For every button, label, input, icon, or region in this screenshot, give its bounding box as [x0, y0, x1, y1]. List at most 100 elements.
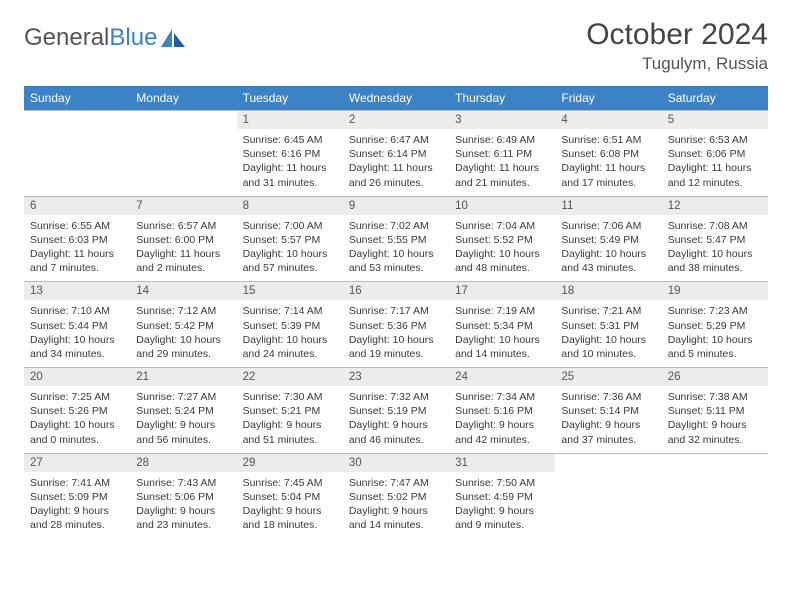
sunrise-line: Sunrise: 7:08 AM: [668, 219, 762, 233]
sunrise-line: Sunrise: 7:02 AM: [349, 219, 443, 233]
day-content-cell: Sunrise: 7:17 AMSunset: 5:36 PMDaylight:…: [343, 300, 449, 367]
day-content-row: Sunrise: 7:10 AMSunset: 5:44 PMDaylight:…: [24, 300, 768, 367]
header: GeneralBlue October 2024 Tugulym, Russia: [24, 18, 768, 74]
day-number-cell: 8: [237, 196, 343, 215]
day-content-cell: Sunrise: 7:00 AMSunset: 5:57 PMDaylight:…: [237, 215, 343, 282]
day-number-cell: 22: [237, 368, 343, 387]
daylight-line: Daylight: 9 hours and 46 minutes.: [349, 418, 443, 446]
sunset-line: Sunset: 5:29 PM: [668, 319, 762, 333]
day-number-cell: 17: [449, 282, 555, 301]
day-number-cell: 23: [343, 368, 449, 387]
day-content-cell: Sunrise: 7:38 AMSunset: 5:11 PMDaylight:…: [662, 386, 768, 453]
day-number-cell: 27: [24, 453, 130, 472]
sunset-line: Sunset: 5:44 PM: [30, 319, 124, 333]
brand-part2: Blue: [109, 24, 157, 51]
day-content-cell: Sunrise: 7:14 AMSunset: 5:39 PMDaylight:…: [237, 300, 343, 367]
sunset-line: Sunset: 5:31 PM: [561, 319, 655, 333]
day-number-cell: 19: [662, 282, 768, 301]
sunrise-line: Sunrise: 7:14 AM: [243, 304, 337, 318]
sail-icon: [161, 29, 185, 47]
day-number-row: 6789101112: [24, 196, 768, 215]
day-content-cell: Sunrise: 7:25 AMSunset: 5:26 PMDaylight:…: [24, 386, 130, 453]
daylight-line: Daylight: 9 hours and 56 minutes.: [136, 418, 230, 446]
day-number-cell: 6: [24, 196, 130, 215]
day-content-cell: Sunrise: 7:12 AMSunset: 5:42 PMDaylight:…: [130, 300, 236, 367]
day-content-row: Sunrise: 6:55 AMSunset: 6:03 PMDaylight:…: [24, 215, 768, 282]
day-number-cell: 1: [237, 111, 343, 130]
sunset-line: Sunset: 5:06 PM: [136, 490, 230, 504]
day-content-cell: [662, 472, 768, 539]
daylight-line: Daylight: 10 hours and 43 minutes.: [561, 247, 655, 275]
day-number-cell: 24: [449, 368, 555, 387]
day-number-cell: [555, 453, 661, 472]
daylight-line: Daylight: 9 hours and 37 minutes.: [561, 418, 655, 446]
day-number-row: 12345: [24, 111, 768, 130]
day-number-cell: 9: [343, 196, 449, 215]
day-content-row: Sunrise: 7:41 AMSunset: 5:09 PMDaylight:…: [24, 472, 768, 539]
day-content-row: Sunrise: 7:25 AMSunset: 5:26 PMDaylight:…: [24, 386, 768, 453]
sunrise-line: Sunrise: 7:19 AM: [455, 304, 549, 318]
day-number-cell: 29: [237, 453, 343, 472]
day-number-cell: 12: [662, 196, 768, 215]
sunrise-line: Sunrise: 7:38 AM: [668, 390, 762, 404]
day-content-cell: Sunrise: 7:08 AMSunset: 5:47 PMDaylight:…: [662, 215, 768, 282]
location: Tugulym, Russia: [586, 54, 768, 74]
daylight-line: Daylight: 10 hours and 10 minutes.: [561, 333, 655, 361]
brand-logo: GeneralBlue: [24, 18, 185, 52]
day-number-cell: 25: [555, 368, 661, 387]
day-content-cell: Sunrise: 7:19 AMSunset: 5:34 PMDaylight:…: [449, 300, 555, 367]
sunset-line: Sunset: 5:34 PM: [455, 319, 549, 333]
day-number-cell: 26: [662, 368, 768, 387]
daylight-line: Daylight: 10 hours and 48 minutes.: [455, 247, 549, 275]
day-number-cell: 30: [343, 453, 449, 472]
sunrise-line: Sunrise: 6:57 AM: [136, 219, 230, 233]
day-number-cell: 3: [449, 111, 555, 130]
sunset-line: Sunset: 5:16 PM: [455, 404, 549, 418]
daylight-line: Daylight: 11 hours and 31 minutes.: [243, 161, 337, 189]
day-content-cell: Sunrise: 6:45 AMSunset: 6:16 PMDaylight:…: [237, 129, 343, 196]
daylight-line: Daylight: 9 hours and 14 minutes.: [349, 504, 443, 532]
day-content-row: Sunrise: 6:45 AMSunset: 6:16 PMDaylight:…: [24, 129, 768, 196]
sunset-line: Sunset: 5:26 PM: [30, 404, 124, 418]
daylight-line: Daylight: 9 hours and 42 minutes.: [455, 418, 549, 446]
sunrise-line: Sunrise: 7:36 AM: [561, 390, 655, 404]
day-content-cell: Sunrise: 7:41 AMSunset: 5:09 PMDaylight:…: [24, 472, 130, 539]
sunset-line: Sunset: 5:52 PM: [455, 233, 549, 247]
day-number-cell: 13: [24, 282, 130, 301]
sunset-line: Sunset: 6:06 PM: [668, 147, 762, 161]
sunrise-line: Sunrise: 7:43 AM: [136, 476, 230, 490]
day-number-row: 13141516171819: [24, 282, 768, 301]
day-number-cell: [24, 111, 130, 130]
day-number-cell: [130, 111, 236, 130]
day-content-cell: [24, 129, 130, 196]
day-number-cell: 14: [130, 282, 236, 301]
daylight-line: Daylight: 10 hours and 0 minutes.: [30, 418, 124, 446]
daylight-line: Daylight: 9 hours and 23 minutes.: [136, 504, 230, 532]
sunrise-line: Sunrise: 6:49 AM: [455, 133, 549, 147]
sunrise-line: Sunrise: 6:47 AM: [349, 133, 443, 147]
sunset-line: Sunset: 5:42 PM: [136, 319, 230, 333]
sunset-line: Sunset: 5:19 PM: [349, 404, 443, 418]
day-number-cell: 11: [555, 196, 661, 215]
day-number-cell: 28: [130, 453, 236, 472]
sunrise-line: Sunrise: 7:25 AM: [30, 390, 124, 404]
sunset-line: Sunset: 6:00 PM: [136, 233, 230, 247]
day-number-cell: 15: [237, 282, 343, 301]
day-content-cell: Sunrise: 7:36 AMSunset: 5:14 PMDaylight:…: [555, 386, 661, 453]
daylight-line: Daylight: 9 hours and 51 minutes.: [243, 418, 337, 446]
day-content-cell: Sunrise: 7:32 AMSunset: 5:19 PMDaylight:…: [343, 386, 449, 453]
day-content-cell: Sunrise: 7:47 AMSunset: 5:02 PMDaylight:…: [343, 472, 449, 539]
weekday-header: Friday: [555, 86, 661, 111]
daylight-line: Daylight: 11 hours and 12 minutes.: [668, 161, 762, 189]
daylight-line: Daylight: 10 hours and 53 minutes.: [349, 247, 443, 275]
sunrise-line: Sunrise: 7:45 AM: [243, 476, 337, 490]
day-content-cell: Sunrise: 6:53 AMSunset: 6:06 PMDaylight:…: [662, 129, 768, 196]
day-content-cell: [130, 129, 236, 196]
weekday-header-row: SundayMondayTuesdayWednesdayThursdayFrid…: [24, 86, 768, 111]
day-content-cell: Sunrise: 7:45 AMSunset: 5:04 PMDaylight:…: [237, 472, 343, 539]
sunset-line: Sunset: 6:03 PM: [30, 233, 124, 247]
title-block: October 2024 Tugulym, Russia: [586, 18, 768, 74]
day-number-cell: 18: [555, 282, 661, 301]
day-number-row: 20212223242526: [24, 368, 768, 387]
day-number-cell: [662, 453, 768, 472]
